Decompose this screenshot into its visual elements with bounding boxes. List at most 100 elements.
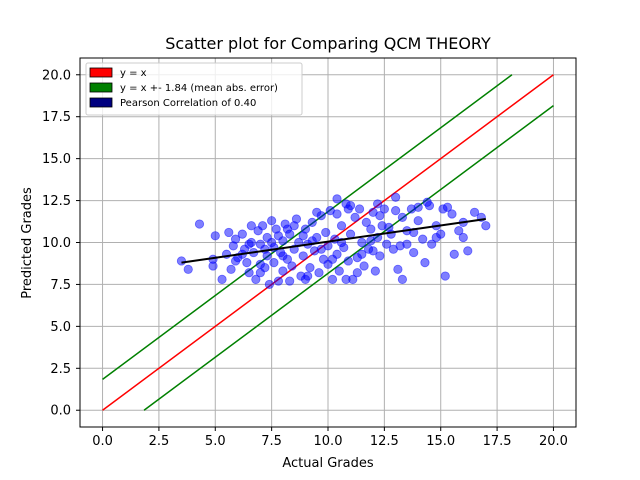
scatter-point-33 — [273, 276, 283, 286]
scatter-point-20 — [251, 274, 261, 284]
scatter-point-143 — [332, 209, 342, 219]
scatter-point-136 — [298, 231, 308, 241]
scatter-point-113 — [458, 232, 468, 243]
scatter-point-15 — [242, 258, 252, 268]
scatter-point-97 — [418, 234, 428, 244]
scatter-point-128 — [357, 249, 367, 259]
scatter-point-6 — [217, 274, 227, 284]
y-tick-label-5: 12.5 — [42, 194, 71, 209]
scatter-point-149 — [372, 199, 383, 209]
scatter-point-1 — [183, 264, 193, 274]
scatter-point-39 — [285, 276, 295, 286]
scatter-point-115 — [391, 206, 401, 216]
scatter-point-133 — [375, 211, 385, 221]
scatter-point-4 — [208, 261, 218, 271]
scatter-point-96 — [413, 216, 423, 226]
scatter-point-54 — [314, 268, 324, 278]
scatter-point-145 — [388, 244, 398, 254]
legend-swatch-0 — [89, 67, 113, 78]
scatter-point-110 — [469, 207, 480, 217]
scatter-point-41 — [287, 261, 297, 271]
legend-box — [85, 62, 303, 116]
scatter-point-95 — [409, 247, 419, 258]
scatter-point-104 — [440, 271, 450, 281]
legend-swatch-1 — [89, 82, 113, 93]
y-tick-label-1: 2.5 — [50, 362, 71, 377]
x-tick-label-2: 5.0 — [205, 434, 226, 449]
scatter-point-129 — [384, 222, 394, 233]
scatter-point-24 — [258, 221, 268, 231]
scatter-point-72 — [350, 212, 360, 222]
scatter-point-107 — [454, 226, 464, 236]
scatter-point-86 — [382, 239, 392, 249]
x-axis-ticks: 0.0 2.5 5.0 7.5 10.0 12.5 15.0 17.5 20.0 — [92, 427, 568, 449]
correlation-line — [181, 218, 486, 264]
legend-label-0: y = x — [120, 68, 147, 79]
data-points — [176, 192, 491, 290]
scatter-point-132 — [442, 202, 453, 212]
y-tick-label-0: 0.0 — [50, 404, 71, 419]
scatter-point-124 — [341, 274, 351, 284]
scatter-point-2 — [194, 219, 205, 229]
scatter-point-135 — [316, 244, 326, 254]
scatter-point-66 — [336, 221, 347, 231]
scatter-point-88 — [391, 192, 401, 202]
scatter-point-81 — [370, 266, 380, 276]
scatter-point-74 — [354, 204, 365, 214]
scatter-point-109 — [463, 246, 473, 256]
scatter-point-140 — [255, 259, 265, 269]
scatter-point-51 — [307, 217, 317, 227]
scatter-point-79 — [366, 224, 376, 234]
scatter-point-127 — [282, 224, 293, 234]
scatter-point-106 — [449, 249, 459, 259]
scatter-point-77 — [361, 217, 371, 227]
scatter-point-112 — [481, 221, 491, 231]
y-tick-label-4: 10.0 — [42, 236, 71, 251]
scatter-point-121 — [260, 244, 270, 254]
scatter-point-147 — [267, 237, 277, 248]
scatter-point-118 — [312, 207, 322, 217]
scatter-point-18 — [246, 221, 256, 231]
scatter-point-141 — [244, 239, 254, 249]
y-axis-ticks: 0.0 2.5 5.0 7.5 10.0 12.5 15.0 17.5 20.0 — [42, 68, 80, 419]
scatter-point-30 — [269, 258, 279, 268]
scatter-point-144 — [352, 268, 362, 278]
scatter-point-114 — [413, 202, 423, 212]
scatter-point-85 — [379, 204, 389, 214]
scatter-point-8 — [224, 227, 234, 238]
scatter-point-28 — [264, 279, 274, 290]
scatter-point-116 — [368, 246, 378, 256]
legend: y = x y = x +- 1.84 (mean abs. error) Pear… — [85, 62, 303, 116]
scatter-point-75 — [357, 237, 367, 248]
y-axis-label: Predicted Grades — [20, 187, 35, 299]
pearson-fit-line — [181, 218, 486, 264]
legend-label-2: Pearson Correlation of 0.40 — [120, 98, 256, 109]
legend-swatch-2 — [89, 97, 113, 108]
x-tick-label-0: 0.0 — [92, 434, 113, 449]
scatter-point-137 — [366, 236, 376, 246]
scatter-point-64 — [332, 194, 342, 204]
scatter-point-69 — [343, 256, 353, 266]
chart-title: Scatter plot for Comparing QCM THEORY — [165, 34, 491, 53]
scatter-point-123 — [228, 241, 238, 251]
scatter-point-50 — [305, 263, 315, 273]
scatter-point-16 — [244, 268, 254, 278]
scatter-point-142 — [278, 251, 288, 261]
x-tick-label-8: 20.0 — [539, 434, 568, 449]
scatter-point-98 — [420, 258, 430, 268]
y-tick-label-3: 7.5 — [50, 278, 71, 293]
scatter-point-120 — [273, 231, 283, 241]
scatter-point-65 — [334, 266, 344, 276]
scatter-point-0 — [176, 256, 187, 266]
scatter-point-91 — [397, 212, 407, 222]
x-tick-label-5: 12.5 — [370, 434, 399, 449]
scatter-point-35 — [278, 266, 288, 276]
scatter-point-138 — [402, 239, 412, 249]
scatter-point-139 — [431, 232, 441, 243]
scatter-point-57 — [321, 227, 331, 238]
scatter-point-9 — [226, 264, 236, 274]
scatter-point-146 — [303, 271, 313, 281]
scatter-point-100 — [427, 239, 437, 249]
scatter-point-105 — [447, 209, 457, 219]
scatter-point-29 — [267, 216, 277, 226]
